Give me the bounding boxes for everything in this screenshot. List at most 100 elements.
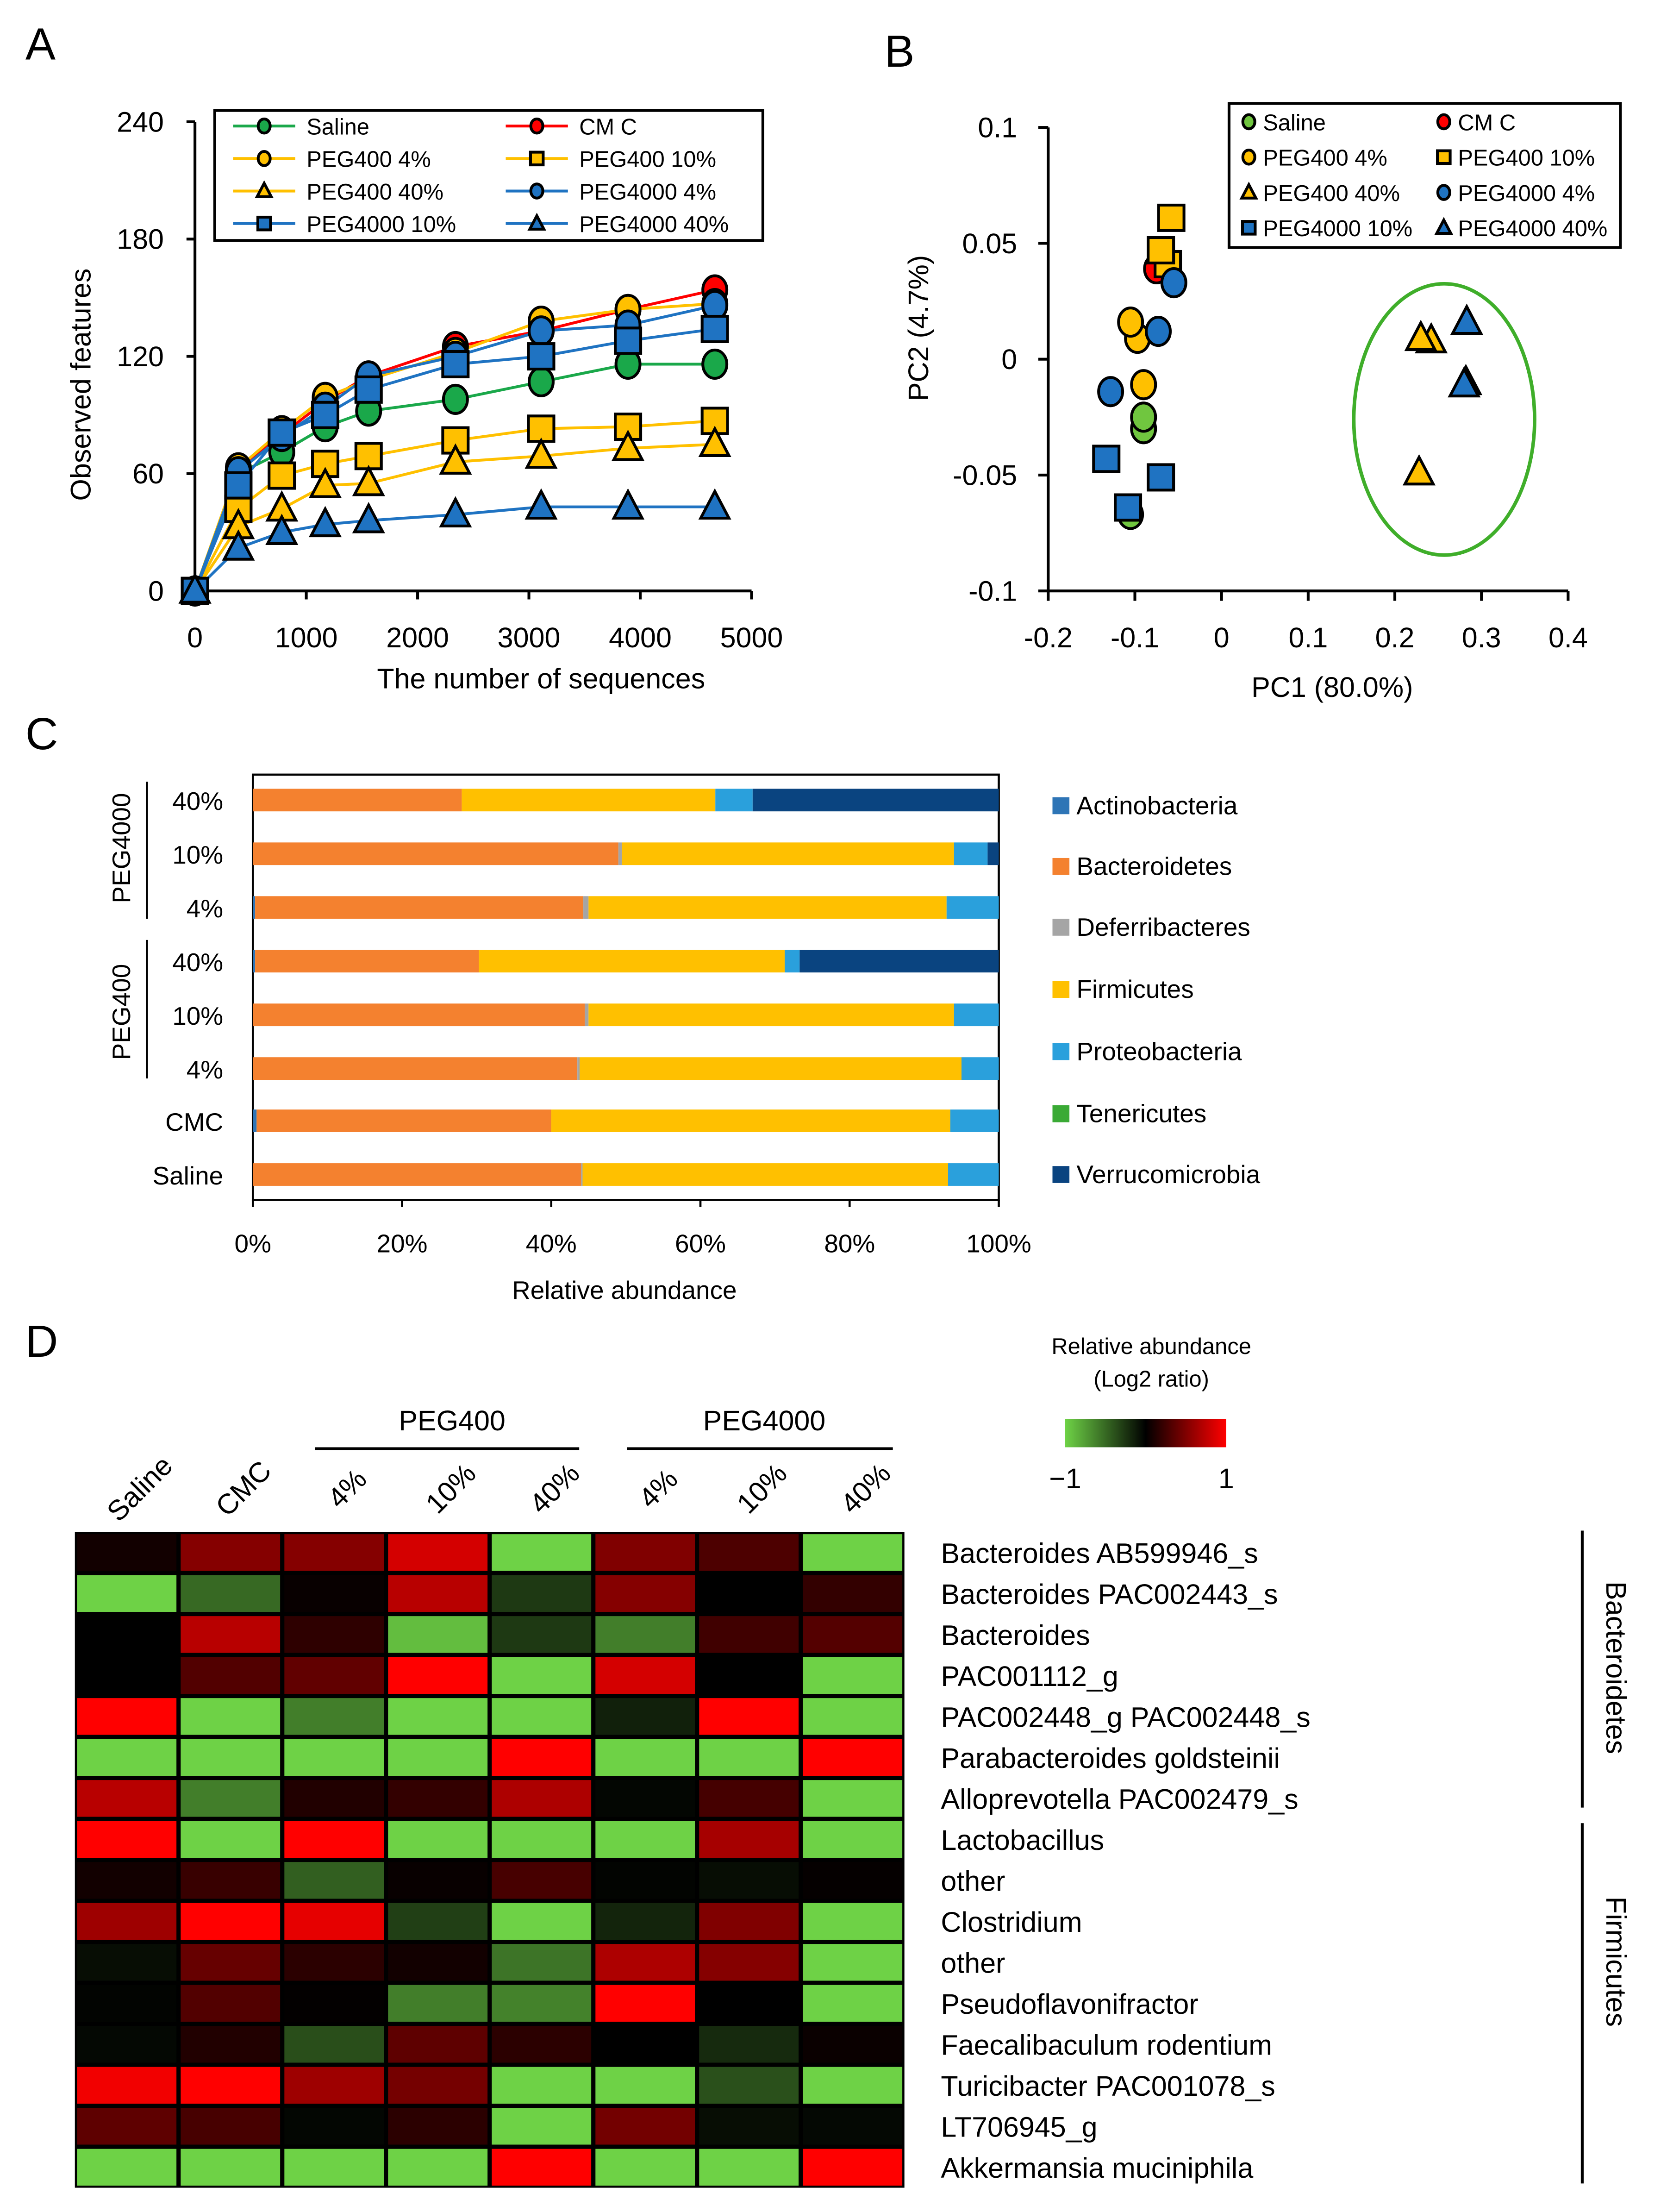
heatmap-cell: [77, 1739, 177, 1776]
x-tick-label: 0%: [235, 1229, 271, 1258]
row-label: Akkermansia muciniphila: [941, 2152, 1253, 2184]
heatmap-cell: [595, 1985, 695, 2022]
legend-marker: [1434, 217, 1454, 235]
legend-label: Saline: [306, 114, 369, 139]
heatmap-cell: [77, 1575, 177, 1612]
legend-swatch: [1052, 858, 1070, 875]
heatmap-cell: [803, 1657, 903, 1694]
column-label: CMC: [209, 1454, 277, 1522]
heatmap-cell: [388, 1698, 488, 1735]
legend-marker: [529, 182, 544, 200]
x-tick-label: 100%: [966, 1229, 1031, 1258]
heatmap-cell: [388, 1534, 488, 1571]
y-tick-label: 60: [132, 458, 164, 489]
column-group-label: PEG4000: [703, 1405, 826, 1436]
heatmap-cell: [284, 1944, 384, 1981]
data-point: [700, 407, 729, 435]
legend-marker: [1241, 148, 1256, 166]
heatmap-cell: [181, 1698, 281, 1735]
data-point: [528, 366, 555, 398]
heatmap-cell: [284, 2149, 384, 2186]
data-point: [614, 326, 643, 355]
heatmap-cell: [181, 1534, 281, 1571]
heatmap-cell: [181, 1944, 281, 1981]
x-axis-title: Relative abundance: [512, 1276, 737, 1304]
heatmap-cell: [492, 1575, 592, 1612]
legend-label: Tenericutes: [1076, 1099, 1206, 1128]
heatmap-cell: [699, 2108, 799, 2145]
heatmap-cell: [492, 1944, 592, 1981]
panel-label-a: A: [25, 19, 56, 69]
heatmap-cell: [181, 2108, 281, 2145]
data-point: [442, 383, 469, 415]
legend-label: PEG400 10%: [579, 147, 716, 172]
bar-segment: [253, 1057, 578, 1080]
legend-swatch: [1052, 1043, 1070, 1060]
bar-segment: [961, 1057, 999, 1080]
bar-segment: [588, 1003, 954, 1027]
y-tick-label: 120: [117, 341, 164, 372]
x-tick-label: 20%: [377, 1229, 428, 1258]
heatmap-cell: [492, 2067, 592, 2104]
heatmap-cell: [388, 2149, 488, 2186]
heatmap-cell: [803, 1903, 903, 1940]
data-point: [224, 471, 253, 500]
bar-segment: [954, 1003, 999, 1027]
heatmap-cell: [803, 1985, 903, 2022]
colorbar-min-label: −1: [1049, 1463, 1081, 1494]
bar-segment: [785, 950, 800, 973]
colorbar-max-label: 1: [1218, 1463, 1234, 1494]
category-label: Saline: [152, 1161, 223, 1190]
x-tick-label: -0.1: [1111, 622, 1159, 653]
legend-marker: [1436, 184, 1451, 201]
panel-label-c: C: [25, 708, 58, 759]
heatmap-cell: [181, 1821, 281, 1858]
legend-swatch: [1052, 797, 1070, 815]
column-label: 4%: [632, 1463, 683, 1514]
heatmap-cell: [595, 2067, 695, 2104]
heatmap-cell: [595, 2108, 695, 2145]
legend-swatch: [1052, 981, 1070, 998]
panel-d-heatmap: Bacteroides AB599946_s Bacteroides PAC002…: [75, 1334, 1632, 2188]
legend-marker: [1241, 113, 1256, 131]
panel-c-stacked-bar-chart: 40% 10% 4% 40% 10% 4% CMC Saline PEG4000 PEG400 0%…: [107, 773, 1261, 1304]
bar-segment: [580, 1057, 961, 1080]
heatmap-cell: [284, 2108, 384, 2145]
legend-box: [213, 109, 764, 242]
x-tick-label: 5000: [720, 622, 783, 653]
heatmap-cell: [699, 1534, 799, 1571]
heatmap-cell: [77, 2149, 177, 2186]
heatmap-cell: [492, 1739, 592, 1776]
heatmap-cell: [595, 1739, 695, 1776]
bar-segment: [585, 1003, 589, 1027]
legend-label: Saline: [1263, 110, 1326, 135]
bar-segment: [255, 950, 479, 973]
data-point: [1157, 203, 1186, 232]
legend-label: Deferribacteres: [1076, 913, 1250, 941]
legend-label: CM C: [1458, 110, 1516, 135]
row-label: Faecalibaculum rodentium: [941, 2030, 1272, 2061]
category-label: 10%: [172, 1002, 223, 1030]
legend-marker: [1436, 113, 1451, 131]
bar-segment: [551, 1109, 950, 1132]
bar-segment: [253, 1109, 257, 1132]
heatmap-cell: [388, 2026, 488, 2063]
heatmap-cell: [492, 1616, 592, 1653]
legend: Saline CM C PEG400 4% PEG400 10% PEG400 40% P…: [213, 109, 764, 242]
heatmap-cell: [492, 1780, 592, 1817]
heatmap-cell: [284, 1616, 384, 1653]
heatmap-cell: [803, 1862, 903, 1899]
heatmap-cell: [595, 1616, 695, 1653]
data-point: [308, 506, 342, 538]
heatmap-cell: [699, 1903, 799, 1940]
panel-label-b: B: [884, 26, 914, 76]
heatmap-cell: [595, 1575, 695, 1612]
data-point: [354, 375, 383, 404]
legend-label: PEG400 4%: [306, 147, 431, 172]
legend-label: Firmicutes: [1076, 975, 1193, 1003]
y-axis-title: PC2 (4.7%): [903, 255, 934, 401]
legend-label: PEG400 10%: [1458, 146, 1595, 171]
heatmap-cell: [181, 1903, 281, 1940]
bar-segment: [577, 1057, 580, 1080]
legend-label: PEG400 40%: [1263, 181, 1400, 206]
